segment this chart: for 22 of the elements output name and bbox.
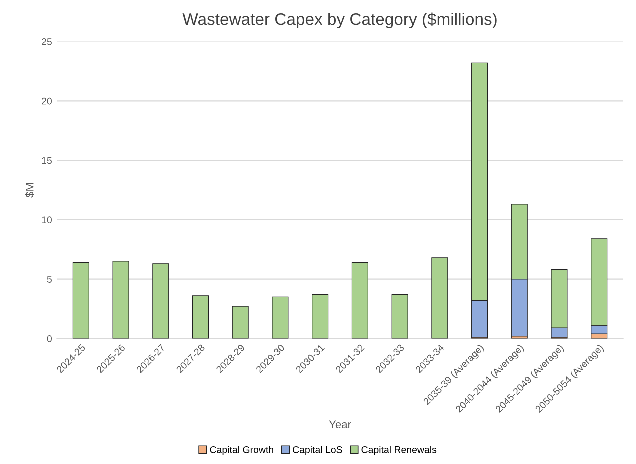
chart-title: Wastewater Capex by Category ($millions) — [182, 12, 497, 29]
y-tick-label: 20 — [42, 98, 52, 105]
bar — [72, 262, 90, 339]
legend-label: Capital Growth — [210, 446, 274, 456]
legend-label: Capital Renewals — [362, 446, 437, 456]
bar — [392, 294, 408, 339]
bar — [312, 294, 329, 339]
y-tick-label: 5 — [47, 276, 52, 283]
y-tick-label: 0 — [47, 335, 52, 342]
bar — [232, 306, 249, 339]
x-axis-title: Year — [329, 420, 352, 429]
y-axis-title: $M — [25, 183, 34, 198]
y-tick-label: 25 — [42, 38, 52, 46]
bar — [352, 262, 368, 339]
bar — [192, 296, 209, 339]
y-tick-label: 15 — [42, 157, 52, 164]
y-tick-label: 10 — [42, 216, 52, 224]
bar — [272, 296, 289, 339]
legend-label: Capital LoS — [293, 446, 342, 456]
bar — [432, 258, 448, 339]
bar — [112, 261, 130, 339]
bar — [152, 264, 170, 339]
